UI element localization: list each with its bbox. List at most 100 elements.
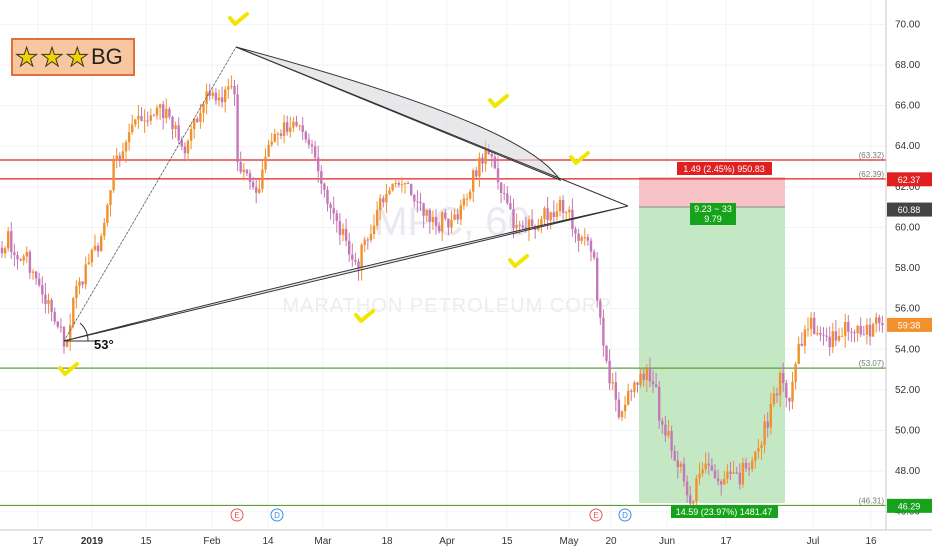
candle-body — [34, 271, 38, 279]
candle-body — [434, 216, 438, 226]
candle-body — [518, 224, 521, 226]
entry-label-line2: 9.79 — [704, 214, 722, 224]
candle-body — [459, 205, 462, 220]
star-icon: ★ — [40, 42, 64, 72]
candle-body — [341, 228, 345, 235]
candle-body — [847, 321, 850, 332]
check-mark-icon — [569, 151, 590, 165]
price-tags: 62.37 60.88 59:38 46.29 — [887, 172, 932, 513]
candle-body — [627, 390, 630, 405]
candle-body — [307, 139, 311, 145]
candle-body — [844, 321, 847, 336]
horizontal-level-label: (63.32) — [859, 151, 885, 160]
candle-body — [155, 107, 159, 116]
candle-body — [320, 171, 323, 184]
candle-body — [698, 473, 701, 479]
candle-body — [503, 192, 506, 194]
candle-body — [450, 219, 453, 228]
candle-body — [813, 317, 816, 335]
candle-body — [806, 328, 810, 330]
candle-body — [651, 381, 655, 385]
candle-body — [741, 462, 745, 485]
candle-body — [800, 343, 803, 346]
candle-body — [416, 201, 419, 203]
candle-body — [233, 86, 236, 95]
candle-body — [871, 323, 875, 337]
candle-body — [484, 150, 487, 164]
candle-body — [310, 144, 314, 147]
candle-body — [825, 335, 828, 337]
candle-body — [735, 472, 738, 474]
price-tick-label: 54.00 — [895, 344, 920, 355]
earnings-marker[interactable] — [230, 508, 244, 522]
candle-body — [766, 421, 769, 428]
candle-body — [286, 122, 289, 132]
candle-body — [282, 122, 286, 136]
horizontal-level-label: (53.07) — [859, 359, 885, 368]
candle-body — [775, 393, 779, 396]
candle-body — [149, 115, 152, 121]
candle-body — [444, 212, 447, 219]
candle-body — [22, 256, 25, 261]
candle-body — [326, 189, 329, 205]
candle-body — [856, 325, 859, 334]
candle-body — [301, 125, 304, 132]
target-label-box — [671, 505, 778, 518]
time-tick-label: 18 — [381, 536, 393, 547]
check-mark-icon — [488, 94, 509, 108]
candle-body — [354, 259, 357, 262]
candle-body — [499, 182, 503, 193]
candle-body — [530, 219, 534, 227]
candle-body — [654, 384, 658, 387]
candle-body — [400, 184, 404, 186]
candle-body — [757, 448, 760, 452]
price-tick-label: 70.00 — [895, 19, 920, 30]
candle-body — [62, 326, 66, 347]
candle-body — [112, 160, 115, 191]
price-tick-label: 60.00 — [895, 222, 920, 233]
candle-body — [214, 92, 218, 101]
candle-body — [720, 481, 723, 485]
check-mark-icon — [58, 362, 79, 376]
candle-body — [707, 463, 710, 466]
candle-body — [177, 125, 180, 141]
candle-body — [689, 495, 692, 504]
candle-body — [865, 324, 869, 335]
candle-body — [118, 155, 121, 159]
horizontal-levels: (63.32) (62.39) (53.07) (46.31) — [0, 151, 886, 507]
candle-body — [338, 221, 342, 235]
candle-body — [431, 216, 435, 223]
candle-body — [372, 225, 376, 235]
candle-body — [428, 209, 431, 223]
candle-body — [19, 259, 22, 261]
dividend-marker[interactable] — [270, 508, 284, 522]
candle-body — [28, 251, 32, 273]
candle-body — [96, 245, 100, 252]
candle-body — [670, 431, 673, 451]
candle-body — [329, 204, 332, 209]
candle-body — [84, 264, 87, 285]
candle-body — [196, 118, 199, 122]
candle-body — [645, 368, 648, 381]
candle-body — [878, 317, 881, 324]
dividend-marker-label: D — [274, 511, 280, 520]
candle-body — [751, 460, 754, 470]
star-icon: ★ — [14, 42, 39, 72]
candle-body — [862, 334, 865, 336]
candle-body — [103, 222, 106, 237]
target-label: 14.59 (23.97%) 1481.47 — [676, 507, 773, 517]
earnings-marker[interactable] — [589, 508, 603, 522]
earnings-marker-label: E — [234, 511, 239, 520]
candle-body — [763, 421, 766, 445]
candle-body — [236, 94, 239, 163]
candle-body — [586, 237, 590, 241]
candle-body — [140, 116, 143, 121]
dividend-marker[interactable] — [618, 508, 632, 522]
candle-body — [202, 104, 205, 113]
price-tag-box — [887, 202, 932, 217]
candle-body — [710, 465, 714, 471]
candle-body — [475, 170, 478, 177]
candle-body — [819, 332, 822, 335]
candle-body — [682, 463, 686, 482]
